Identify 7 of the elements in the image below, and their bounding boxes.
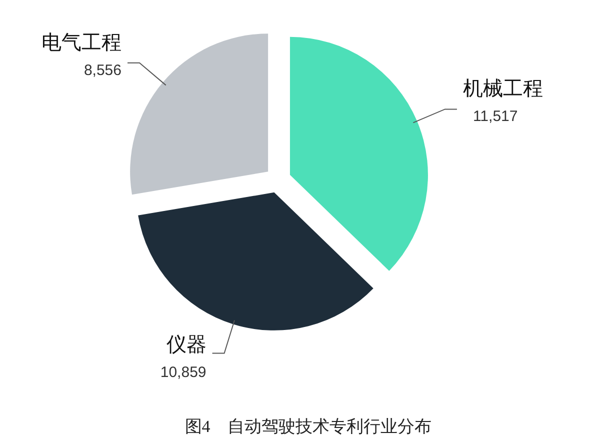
slice-label: 机械工程 <box>462 76 543 100</box>
data-label: 11,517 <box>472 108 518 126</box>
slice-label: 电气工程 <box>42 30 122 54</box>
data-label: 10,859 <box>160 364 206 382</box>
caption: 图4 自动驾驶技术专利行业分布 <box>184 417 432 436</box>
data-label: 8,556 <box>84 62 122 79</box>
slice-label: 仪器 <box>166 332 206 356</box>
